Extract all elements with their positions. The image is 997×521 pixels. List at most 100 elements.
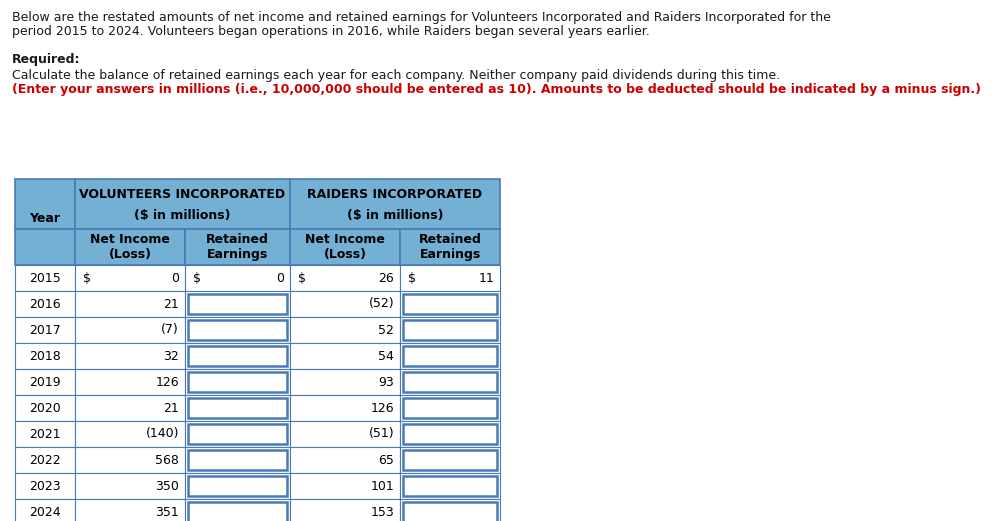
Text: 2021: 2021 [29, 428, 61, 440]
Bar [75, 369, 185, 395]
Bar [15, 317, 75, 343]
Text: 26: 26 [378, 271, 394, 284]
Bar [15, 395, 75, 421]
Text: Net Income
(Loss): Net Income (Loss) [305, 233, 385, 261]
Bar [75, 265, 185, 291]
Text: 2019: 2019 [29, 376, 61, 389]
Bar [75, 395, 185, 421]
Text: 126: 126 [370, 402, 394, 415]
Text: 54: 54 [378, 350, 394, 363]
Text: Below are the restated amounts of net income and retained earnings for Volunteer: Below are the restated amounts of net in… [12, 11, 831, 24]
Bar [185, 499, 290, 521]
Bar [185, 291, 290, 317]
Text: $: $ [298, 271, 306, 284]
Text: 126: 126 [156, 376, 179, 389]
Bar [188, 398, 287, 418]
Text: 2015: 2015 [29, 271, 61, 284]
Bar [400, 395, 500, 421]
Bar [185, 473, 290, 499]
Text: (7): (7) [162, 324, 179, 337]
Bar [15, 343, 75, 369]
Bar [15, 291, 75, 317]
Bar [403, 502, 497, 521]
Bar [75, 473, 185, 499]
Text: Required:: Required: [12, 53, 81, 66]
Text: 2017: 2017 [29, 324, 61, 337]
Text: 0: 0 [276, 271, 284, 284]
Text: 2022: 2022 [29, 453, 61, 466]
Bar [400, 291, 500, 317]
Bar [188, 294, 287, 314]
Text: Retained
Earnings: Retained Earnings [419, 233, 482, 261]
Bar [15, 421, 75, 447]
Bar [290, 179, 500, 229]
Bar [400, 447, 500, 473]
Bar [403, 294, 497, 314]
Bar [290, 317, 400, 343]
Text: 2023: 2023 [29, 479, 61, 492]
Text: 2016: 2016 [29, 297, 61, 311]
Text: (51): (51) [368, 428, 394, 440]
Text: 52: 52 [378, 324, 394, 337]
Text: RAIDERS INCORPORATED: RAIDERS INCORPORATED [307, 188, 483, 201]
Text: 350: 350 [156, 479, 179, 492]
Bar [185, 369, 290, 395]
Bar [75, 317, 185, 343]
Text: period 2015 to 2024. Volunteers began operations in 2016, while Raiders began se: period 2015 to 2024. Volunteers began op… [12, 25, 650, 38]
Bar [15, 179, 75, 229]
Bar [15, 369, 75, 395]
Bar [290, 447, 400, 473]
Bar [15, 229, 75, 265]
Bar [400, 229, 500, 265]
Bar [290, 265, 400, 291]
Bar [188, 346, 287, 366]
Bar [400, 265, 500, 291]
Text: 0: 0 [171, 271, 179, 284]
Text: 101: 101 [370, 479, 394, 492]
Bar [400, 317, 500, 343]
Text: 21: 21 [164, 402, 179, 415]
Bar [15, 265, 75, 291]
Bar [185, 447, 290, 473]
Text: ($ in millions): ($ in millions) [135, 209, 230, 222]
Bar [290, 473, 400, 499]
Text: 351: 351 [156, 505, 179, 518]
Bar [185, 317, 290, 343]
Text: 93: 93 [378, 376, 394, 389]
Text: $: $ [193, 271, 201, 284]
Bar [403, 476, 497, 496]
Bar [185, 229, 290, 265]
Text: 21: 21 [164, 297, 179, 311]
Bar [75, 421, 185, 447]
Bar [400, 369, 500, 395]
Bar [290, 343, 400, 369]
Bar [188, 372, 287, 392]
Bar [400, 499, 500, 521]
Text: 32: 32 [164, 350, 179, 363]
Bar [403, 398, 497, 418]
Bar [188, 476, 287, 496]
Text: 568: 568 [156, 453, 179, 466]
Bar [403, 450, 497, 470]
Text: ($ in millions): ($ in millions) [347, 209, 444, 222]
Bar [188, 424, 287, 444]
Bar [188, 502, 287, 521]
Bar [15, 447, 75, 473]
Text: VOLUNTEERS INCORPORATED: VOLUNTEERS INCORPORATED [80, 188, 285, 201]
Bar [185, 343, 290, 369]
Bar [400, 343, 500, 369]
Bar [290, 395, 400, 421]
Bar [188, 320, 287, 340]
Bar [75, 291, 185, 317]
Bar [75, 179, 290, 229]
Bar [403, 320, 497, 340]
Text: (Enter your answers in millions (i.e., 10,000,000 should be entered as 10). Amou: (Enter your answers in millions (i.e., 1… [12, 83, 981, 96]
Text: 153: 153 [370, 505, 394, 518]
Bar [75, 343, 185, 369]
Bar [75, 229, 185, 265]
Bar [185, 395, 290, 421]
Text: Year: Year [30, 213, 61, 226]
Bar [400, 473, 500, 499]
Bar [290, 499, 400, 521]
Bar [188, 450, 287, 470]
